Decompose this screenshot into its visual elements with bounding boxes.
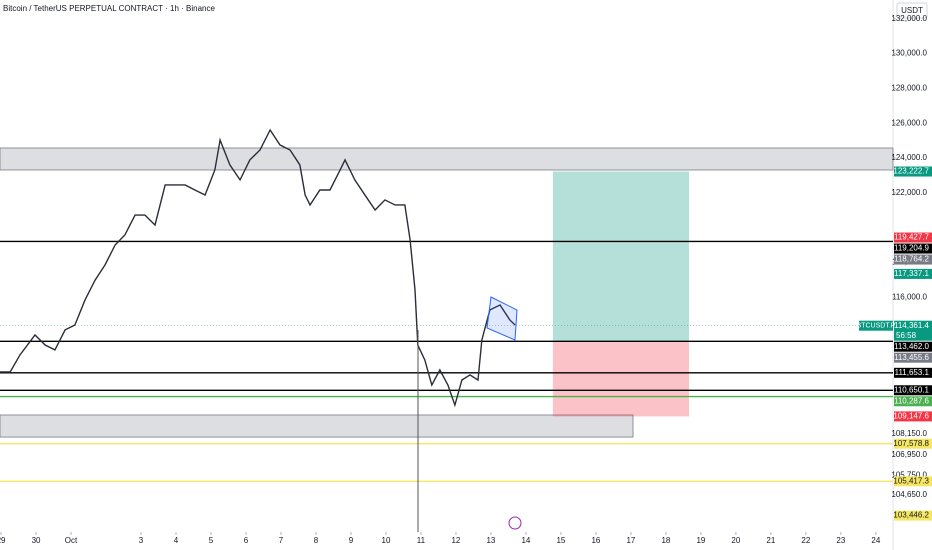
y-tick-label: 108,150.0 [891, 429, 927, 438]
price-badge [894, 438, 932, 449]
y-tick-label: 105,750.0 [891, 471, 927, 480]
price-badge-label: 113,455.6 [894, 353, 930, 362]
position-stop [552, 341, 689, 417]
symbol-badge [859, 320, 893, 331]
price-badge [894, 510, 932, 521]
x-tick-label: 5 [209, 536, 214, 545]
y-tick-label: 106,950.0 [891, 450, 927, 459]
price-badge [894, 243, 932, 254]
price-badge-label: 111,653.1 [895, 368, 930, 377]
price-badge [894, 476, 932, 487]
x-tick-label: 18 [661, 536, 670, 545]
y-tick-label: 122,000.0 [891, 188, 927, 197]
countdown: 56:58 [896, 331, 917, 340]
x-tick-label: 14 [521, 536, 530, 545]
y-tick-label: 124,000.0 [891, 153, 927, 162]
x-tick-label: 15 [556, 536, 565, 545]
price-badge [894, 367, 932, 378]
x-tick-label: 17 [626, 536, 635, 545]
price-badge-label: 114,361.4 [894, 321, 930, 330]
x-tick-label: 24 [871, 536, 880, 545]
flag-pattern [486, 296, 518, 341]
price-badge [894, 352, 932, 363]
price-badge [894, 320, 932, 341]
price-badge-label: 123,222.7 [893, 167, 929, 176]
price-badge-label: 118,764.2 [894, 255, 930, 264]
x-tick-label: 16 [591, 536, 600, 545]
price-line [0, 128, 516, 408]
price-badge [894, 385, 932, 396]
zone [0, 147, 894, 171]
price-badge-label: 110,650.1 [894, 385, 930, 394]
x-tick-label: 20 [731, 536, 740, 545]
price-badge [894, 232, 932, 243]
price-badge-label: 110,287.6 [894, 396, 930, 405]
x-tick-label: 22 [801, 536, 810, 545]
price-badge-label: 119,204.9 [894, 244, 930, 253]
price-badge [894, 268, 932, 279]
price-badge [894, 341, 932, 352]
price-badge-label: 109,147.6 [893, 412, 929, 421]
y-tick-label: 128,000.0 [891, 83, 927, 92]
y-tick-label: 132,000.0 [891, 14, 927, 23]
chart-title: Bitcoin / TetherUS PERPETUAL CONTRACT · … [3, 4, 215, 13]
price-badge [894, 396, 932, 407]
y-tick-label: 130,000.0 [891, 49, 927, 58]
x-tick-label: 3 [139, 536, 144, 545]
x-tick-label: 13 [486, 536, 495, 545]
unit-button[interactable] [896, 2, 928, 19]
price-badge-label: 119,427.7 [894, 233, 930, 242]
x-tick-label: 12 [451, 536, 460, 545]
position-target [552, 171, 689, 342]
y-tick-label: 116,000.0 [892, 292, 928, 301]
x-tick-label: 6 [244, 536, 249, 545]
zone [0, 414, 634, 438]
x-tick-label: Oct [65, 536, 78, 545]
unit-label[interactable]: USDT [901, 6, 923, 15]
y-tick-label: 104,650.0 [891, 490, 927, 499]
price-badge [894, 254, 932, 265]
symbol-label: BTCUSDT.P [857, 323, 896, 330]
price-badge-label: 113,462.0 [894, 342, 930, 351]
x-tick-label: 23 [836, 536, 845, 545]
x-tick-label: 21 [766, 536, 775, 545]
x-tick-label: 11 [417, 536, 426, 545]
price-badge-label: 107,578.8 [893, 439, 929, 448]
price-badge-label: 105,417.3 [893, 476, 929, 485]
x-tick-label: 9 [349, 536, 354, 545]
x-tick-label: 29 [0, 536, 6, 545]
plot-area [0, 128, 894, 483]
y-tick-label: 126,000.0 [891, 118, 927, 127]
event-icon [508, 516, 522, 530]
price-badge [894, 411, 932, 422]
x-tick-label: 8 [314, 536, 319, 545]
x-tick-label: 7 [279, 536, 284, 545]
price-badge [894, 166, 932, 177]
price-badge-label: 117,337.1 [894, 269, 930, 278]
price-badge-label: 103,446.2 [893, 511, 929, 520]
x-tick-label: 30 [32, 536, 41, 545]
x-tick-label: 4 [174, 536, 179, 545]
x-tick-label: 10 [382, 536, 391, 545]
x-tick-label: 19 [696, 536, 705, 545]
